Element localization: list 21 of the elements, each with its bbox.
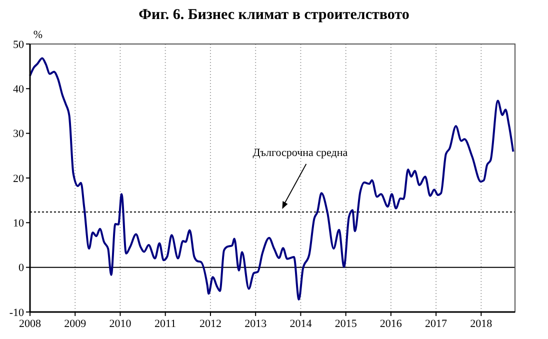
x-tick-label: 2008 <box>19 318 42 330</box>
x-tick-label: 2013 <box>244 318 268 330</box>
y-tick-label: 10 <box>13 218 24 230</box>
x-tick-label: 2012 <box>199 318 222 330</box>
y-tick-label: 50 <box>13 38 24 51</box>
y-tick-label: 0 <box>18 262 24 274</box>
chart-title: Фиг. 6. Бизнес климат в строителството <box>138 7 410 23</box>
ref-line-label: Дългосрочна средна <box>252 146 348 159</box>
x-tick-label: 2017 <box>425 318 448 330</box>
x-tick-label: 2014 <box>290 318 312 330</box>
x-tick-label: 2010 <box>109 318 132 330</box>
x-tick-label: 2016 <box>380 318 402 330</box>
y-tick-label: 30 <box>13 128 24 140</box>
y-tick-label: 20 <box>13 172 24 185</box>
y-tick-label: 40 <box>13 84 24 96</box>
x-tick-label: 2018 <box>470 318 493 330</box>
x-tick-label: 2015 <box>334 318 358 330</box>
x-tick-label: 2011 <box>154 318 176 330</box>
y-tick-label: -10 <box>9 306 24 319</box>
x-tick-label: 2009 <box>64 318 87 330</box>
y-axis-title: % <box>33 29 43 41</box>
